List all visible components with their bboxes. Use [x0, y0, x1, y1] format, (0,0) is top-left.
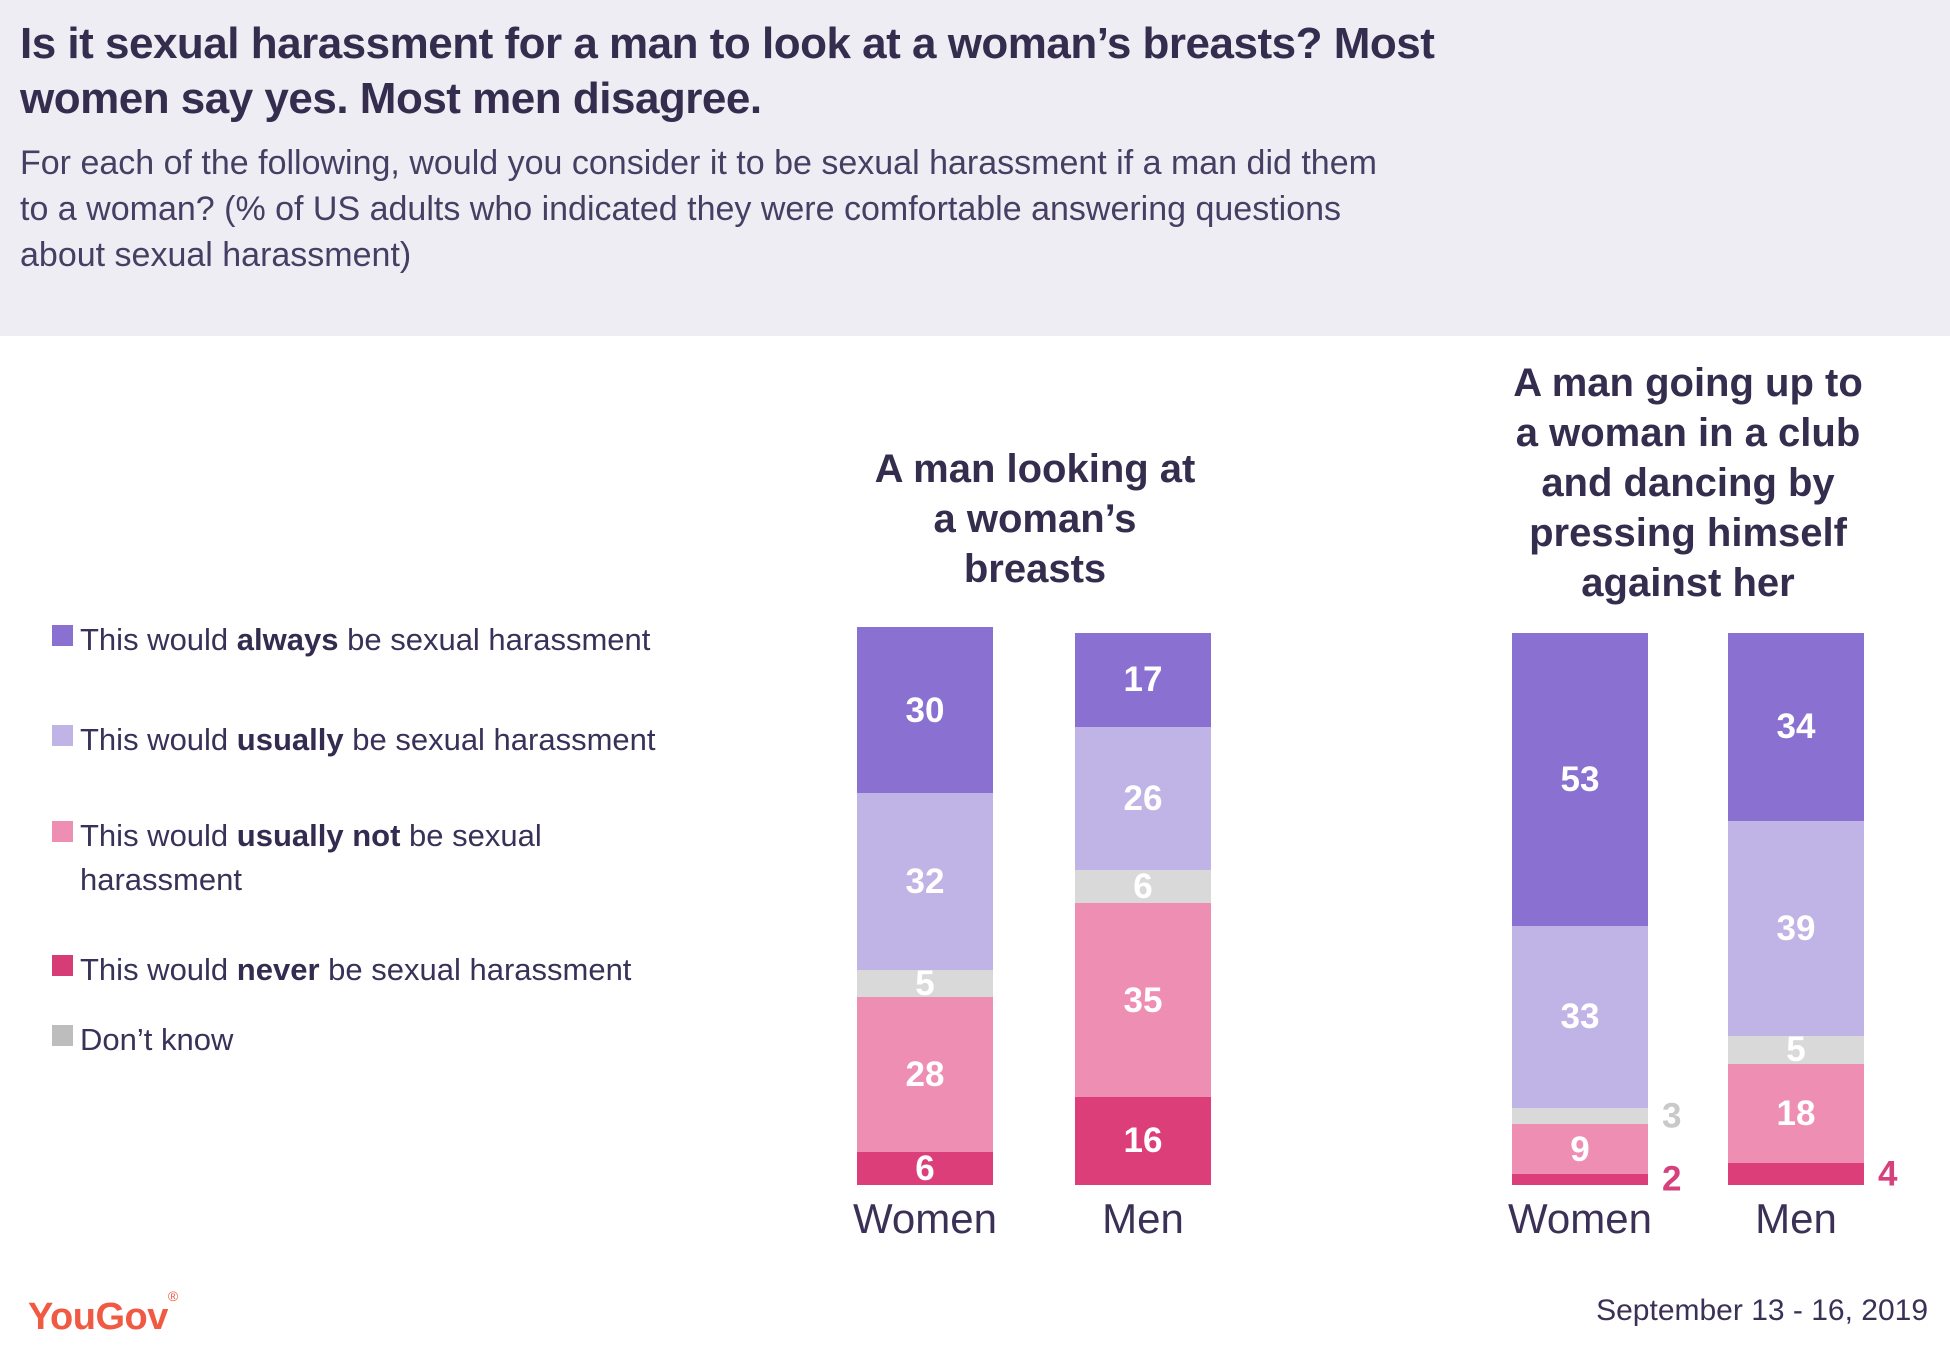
legend-label-always: This would always be sexual harassment — [80, 622, 651, 657]
bar-value-label: 5 — [1786, 1030, 1806, 1070]
bar-segment-never — [1512, 1173, 1648, 1185]
legend-label-usually-not: This would usually not be sexual harassm… — [80, 818, 542, 898]
legend-swatch-usually — [52, 725, 73, 746]
bar-segment-never — [1728, 1162, 1864, 1185]
bar-segment-usually_not: 28 — [857, 997, 993, 1152]
legend-item-dont-know: Don’t know — [52, 1018, 233, 1062]
bar-value-label: 28 — [905, 1055, 945, 1095]
axis-label-men: Men — [1102, 1195, 1184, 1242]
axis-label-women: Women — [853, 1195, 997, 1242]
axis-label-women: Women — [1508, 1195, 1652, 1242]
legend-swatch-never — [52, 955, 73, 976]
legend-label-usually: This would usually be sexual harassment — [80, 722, 656, 757]
bar-value-label: 33 — [1560, 997, 1600, 1037]
registered-mark: ® — [167, 1288, 178, 1304]
bar-segment-always: 17 — [1075, 633, 1211, 727]
legend-item-usually: This would usually be sexual harassment — [52, 718, 656, 762]
bar-outside-label: 2 — [1662, 1159, 1682, 1199]
legend-item-always: This would always be sexual harassment — [52, 618, 650, 662]
yougov-logo: YouGov® — [28, 1288, 178, 1338]
bar-value-label: 18 — [1776, 1093, 1816, 1133]
bar-segment-usually_not: 9 — [1512, 1124, 1648, 1174]
legend-item-usually-not: This would usually not be sexual harassm… — [52, 814, 542, 902]
bar-value-label: 32 — [905, 861, 945, 901]
bar-segment-never: 6 — [857, 1148, 993, 1188]
bar-value-label: 6 — [915, 1148, 935, 1188]
bar-segment-usually: 32 — [857, 793, 993, 970]
bar-segment-dont_know: 5 — [857, 966, 993, 1001]
bar-value-label: 53 — [1560, 759, 1600, 799]
bar-value-label: 26 — [1123, 779, 1163, 819]
bar-segment-always: 34 — [1728, 633, 1864, 821]
legend-label-dont-know: Don’t know — [80, 1022, 234, 1057]
bar-value-label: 16 — [1123, 1121, 1163, 1161]
axis-label-men: Men — [1755, 1195, 1837, 1242]
page-title: Is it sexual harassment for a man to loo… — [20, 19, 1435, 124]
bar-segment-always: 53 — [1512, 633, 1648, 926]
header: Is it sexual harassment for a man to loo… — [0, 0, 1950, 336]
chart-group-title-club: A man going up to a woman in a club and … — [1513, 361, 1863, 605]
bar-value-label: 5 — [915, 964, 935, 1004]
bar-value-label: 30 — [905, 690, 945, 730]
bar-value-label: 9 — [1570, 1129, 1590, 1169]
bar-segment-usually: 33 — [1512, 925, 1648, 1108]
bar-segment-usually: 39 — [1728, 820, 1864, 1036]
bar-value-label: 35 — [1123, 980, 1163, 1020]
bar-segment-dont_know — [1512, 1107, 1648, 1125]
legend-swatch-always — [52, 625, 73, 646]
bar-value-label: 39 — [1776, 908, 1816, 948]
legend-swatch-dont-know — [52, 1025, 73, 1046]
bar-segment-always: 30 — [857, 627, 993, 794]
chart-group-title-looking: A man looking at a woman’s breasts — [874, 447, 1196, 591]
bar-outside-label: 4 — [1878, 1154, 1898, 1194]
bar-segment-dont_know: 6 — [1075, 867, 1211, 907]
page-subtitle: For each of the following, would you con… — [20, 143, 1377, 274]
bar-segment-usually_not: 18 — [1728, 1063, 1864, 1163]
bar-value-label: 34 — [1776, 707, 1816, 747]
bar-segment-usually: 26 — [1075, 726, 1211, 871]
date-label: September 13 - 16, 2019 — [1596, 1294, 1928, 1327]
bar-value-label: 17 — [1123, 660, 1163, 700]
bar-segment-dont_know: 5 — [1728, 1032, 1864, 1067]
bar-segment-never: 16 — [1075, 1096, 1211, 1185]
legend-swatch-usually-not — [52, 821, 73, 842]
bar-value-label: 6 — [1133, 867, 1153, 907]
legend-item-never: This would never be sexual harassment — [52, 948, 631, 992]
bar-segment-usually_not: 35 — [1075, 903, 1211, 1097]
legend-label-never: This would never be sexual harassment — [80, 952, 632, 987]
bar-outside-label: 3 — [1662, 1096, 1682, 1136]
